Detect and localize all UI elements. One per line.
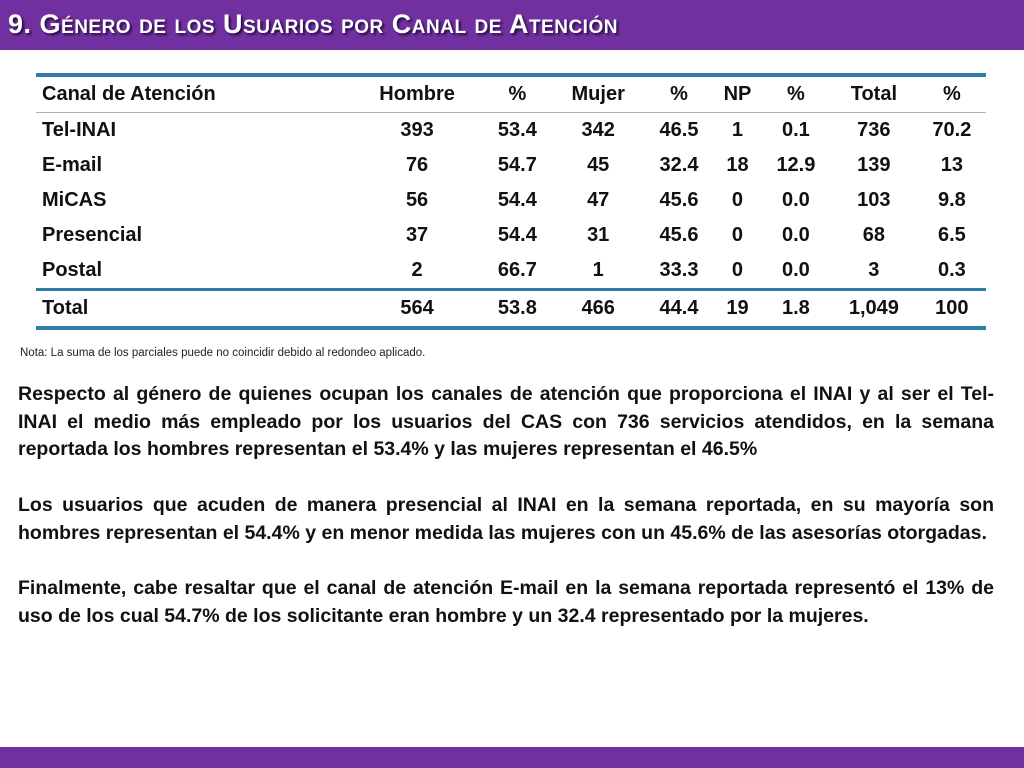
- page-title: 9. Género de los Usuarios por Canal de A…: [8, 9, 618, 39]
- table-row: Presencial 37 54.4 31 45.6 0 0.0 68 6.5: [36, 218, 986, 253]
- cell-total: 3: [868, 259, 880, 281]
- cell-np: 0: [731, 259, 744, 281]
- cell-total: 139: [857, 154, 891, 176]
- cell-np-pct: 12.9: [776, 154, 816, 176]
- paragraph-email: Finalmente, cabe resaltar que el canal d…: [18, 577, 994, 628]
- cell-mujer: 1: [592, 259, 604, 281]
- total-hombre: 564: [400, 297, 434, 319]
- header-np-pct: %: [761, 75, 831, 113]
- table-total-row: Total 564 53.8 466 44.4 19 1.8 1,049 100: [36, 289, 986, 328]
- cell-mujer-pct: 32.4: [659, 154, 699, 176]
- title-bar: 9. Género de los Usuarios por Canal de A…: [0, 0, 1024, 50]
- cell-total: 103: [857, 189, 891, 211]
- paragraph-presencial: Los usuarios que acuden de manera presen…: [18, 494, 994, 544]
- header-total: Total: [830, 75, 918, 113]
- cell-total-pct: 9.8: [937, 189, 966, 211]
- cell-mujer-pct: 45.6: [659, 224, 699, 246]
- cell-hombre: 2: [411, 259, 423, 281]
- cell-hombre-pct: 53.4: [497, 119, 537, 141]
- cell-canal: Postal: [42, 259, 103, 281]
- cell-hombre: 76: [405, 154, 429, 176]
- header-mujer-pct: %: [644, 75, 714, 113]
- cell-mujer-pct: 33.3: [659, 259, 699, 281]
- total-mujer: 466: [581, 297, 615, 319]
- cell-np: 0: [731, 224, 744, 246]
- table-row: Tel-INAI 393 53.4 342 46.5 1 0.1 736 70.…: [36, 113, 986, 149]
- gender-by-channel-table: Canal de Atención Hombre % Mujer % NP % …: [36, 73, 986, 330]
- total-np: 19: [726, 297, 749, 319]
- cell-mujer: 47: [587, 189, 610, 211]
- total-hombre-pct: 53.8: [497, 297, 537, 319]
- cell-hombre: 37: [405, 224, 429, 246]
- header-total-pct: %: [917, 75, 986, 113]
- cell-hombre-pct: 54.4: [497, 224, 537, 246]
- header-canal: Canal de Atención: [36, 75, 351, 113]
- cell-total: 68: [862, 224, 885, 246]
- total-total: 1,049: [848, 297, 899, 319]
- cell-np-pct: 0.0: [782, 224, 810, 246]
- cell-np: 0: [731, 189, 744, 211]
- total-label: Total: [42, 297, 89, 319]
- cell-canal: MiCAS: [42, 189, 107, 211]
- cell-np-pct: 0.1: [782, 119, 810, 141]
- cell-canal: E-mail: [42, 154, 103, 176]
- cell-mujer-pct: 46.5: [659, 119, 699, 141]
- cell-total-pct: 13: [940, 154, 963, 176]
- cell-hombre-pct: 54.4: [497, 189, 537, 211]
- cell-hombre: 56: [405, 189, 429, 211]
- table-footnote: Nota: La suma de los parciales puede no …: [20, 347, 426, 359]
- header-mujer: Mujer: [551, 75, 645, 113]
- table-row: E-mail 76 54.7 45 32.4 18 12.9 139 13: [36, 148, 986, 183]
- cell-canal: Tel-INAI: [42, 119, 117, 141]
- cell-total-pct: 0.3: [937, 259, 966, 281]
- table-header-row: Canal de Atención Hombre % Mujer % NP % …: [36, 75, 986, 113]
- table-row: MiCAS 56 54.4 47 45.6 0 0.0 103 9.8: [36, 183, 986, 218]
- cell-total: 736: [857, 119, 891, 141]
- cell-hombre-pct: 54.7: [497, 154, 537, 176]
- total-np-pct: 1.8: [782, 297, 810, 319]
- header-hombre: Hombre: [350, 75, 484, 113]
- total-mujer-pct: 44.4: [659, 297, 699, 319]
- table-row: Postal 2 66.7 1 33.3 0 0.0 3 0.3: [36, 253, 986, 290]
- cell-hombre-pct: 66.7: [497, 259, 537, 281]
- cell-canal: Presencial: [42, 224, 143, 246]
- paragraph-tel-inai: Respecto al género de quienes ocupan los…: [18, 383, 994, 461]
- analysis-text: Respecto al género de quienes ocupan los…: [18, 381, 994, 631]
- cell-mujer: 342: [581, 119, 615, 141]
- cell-total-pct: 70.2: [932, 119, 972, 141]
- cell-mujer: 45: [587, 154, 610, 176]
- cell-np: 18: [726, 154, 749, 176]
- total-total-pct: 100: [935, 297, 969, 319]
- cell-mujer: 31: [587, 224, 610, 246]
- cell-np: 1: [731, 119, 744, 141]
- footer-bar: [0, 747, 1024, 768]
- cell-total-pct: 6.5: [937, 224, 966, 246]
- cell-np-pct: 0.0: [782, 189, 810, 211]
- cell-mujer-pct: 45.6: [659, 189, 699, 211]
- cell-hombre: 393: [400, 119, 434, 141]
- header-hombre-pct: %: [483, 75, 552, 113]
- header-np: NP: [713, 75, 762, 113]
- cell-np-pct: 0.0: [782, 259, 810, 281]
- gender-table-container: Canal de Atención Hombre % Mujer % NP % …: [36, 73, 986, 330]
